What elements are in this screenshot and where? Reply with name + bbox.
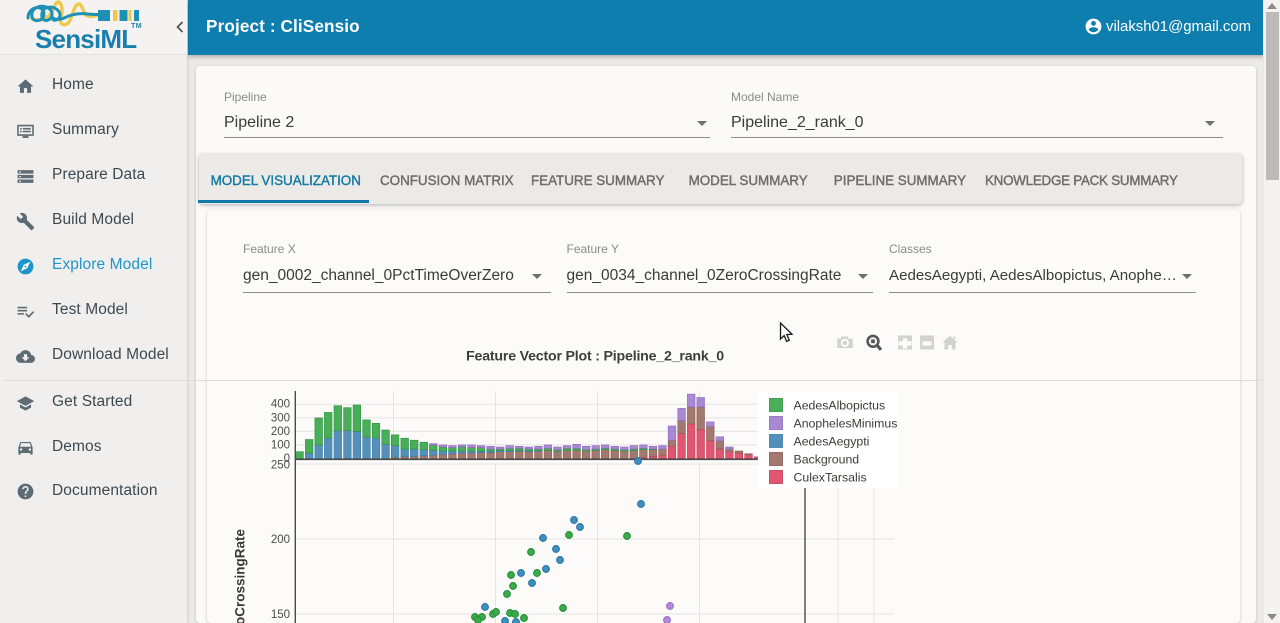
svg-text:300: 300 — [271, 412, 290, 424]
svg-text:TM: TM — [131, 23, 142, 30]
svg-text:Feature Vector Plot : Pipeline: Feature Vector Plot : Pipeline_2_rank_0 — [466, 349, 724, 365]
svg-text:Background: Background — [794, 452, 860, 466]
svg-text:AnophelesMinimus: AnophelesMinimus — [794, 416, 898, 430]
svg-text:0: 0 — [284, 453, 290, 465]
svg-text:150: 150 — [271, 609, 290, 621]
svg-text:200: 200 — [271, 426, 290, 438]
svg-text:250: 250 — [271, 460, 290, 472]
svg-text:gen_0034_channel_0ZeroCrossing: gen_0034_channel_0ZeroCrossingRate — [233, 528, 248, 623]
svg-text:CulexTarsalis: CulexTarsalis — [794, 470, 867, 484]
svg-text:SensiML: SensiML — [35, 24, 137, 54]
svg-text:200: 200 — [271, 534, 290, 546]
svg-text:400: 400 — [271, 399, 290, 411]
svg-text:AedesAlbopictus: AedesAlbopictus — [794, 398, 886, 412]
svg-text:100: 100 — [271, 439, 290, 451]
svg-text:AedesAegypti: AedesAegypti — [794, 434, 870, 448]
